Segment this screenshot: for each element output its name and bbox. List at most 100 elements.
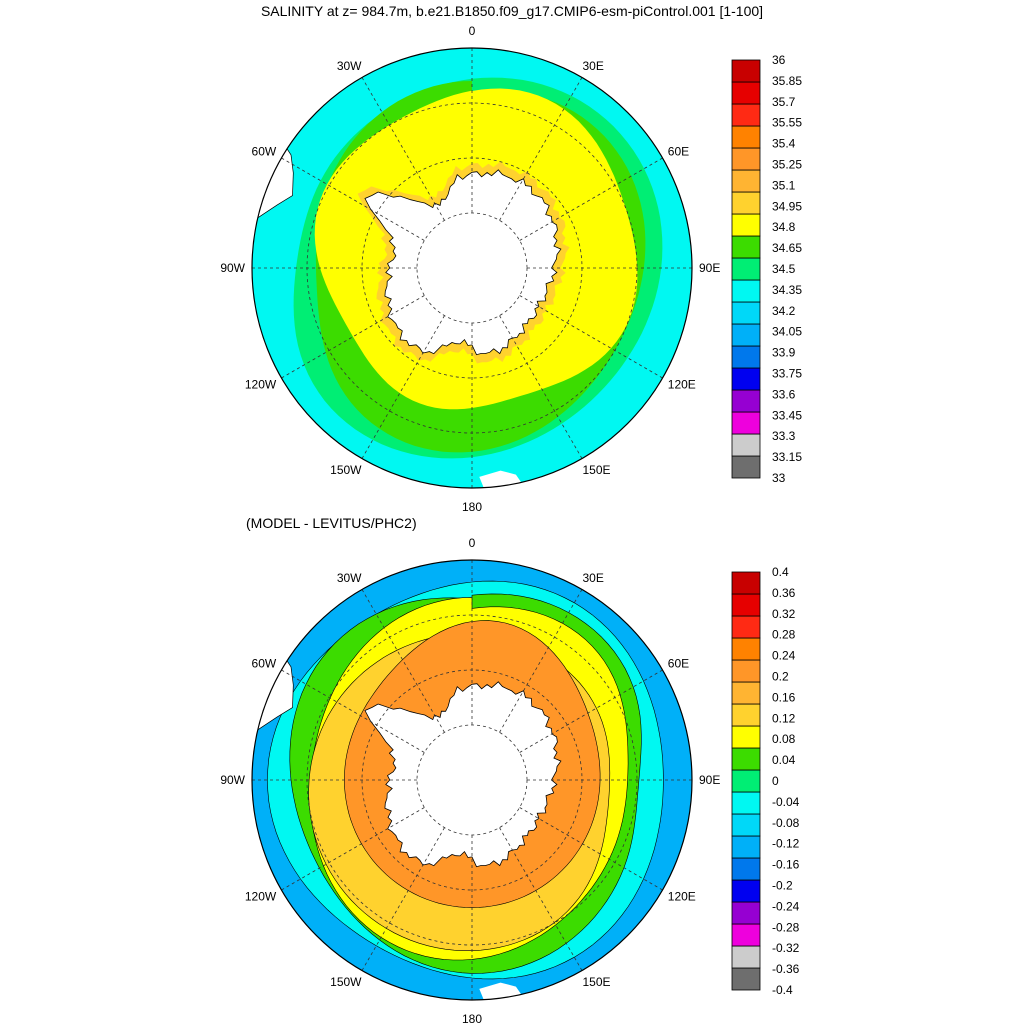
longitude-label: 30W xyxy=(337,571,362,585)
salinity-colorbar-box xyxy=(731,125,761,149)
difference-colorbar-label: -0.12 xyxy=(772,837,800,851)
difference-colorbar-label: 0.24 xyxy=(772,649,796,663)
longitude-label: 30W xyxy=(337,59,362,73)
salinity-colorbar-label: 33 xyxy=(772,471,786,485)
salinity-colorbar-label: 33.9 xyxy=(772,346,796,360)
difference-colorbar-box xyxy=(731,857,761,881)
salinity-colorbar-box xyxy=(731,235,761,259)
salinity-colorbar-label: 34.05 xyxy=(772,325,802,339)
difference-colorbar-label: 0.4 xyxy=(772,565,789,579)
difference-colorbar-box xyxy=(731,901,761,925)
salinity-colorbar-box xyxy=(731,455,761,479)
map-frame xyxy=(251,559,693,1001)
salinity-colorbar-label: 35.4 xyxy=(772,137,796,151)
difference-colorbar-box xyxy=(731,879,761,903)
longitude-label: 0 xyxy=(469,24,476,38)
difference-colorbar-label: 0.04 xyxy=(772,753,796,767)
longitude-label: 120E xyxy=(668,378,696,392)
longitude-label: 90E xyxy=(699,261,720,275)
longitude-label: 150E xyxy=(583,463,611,477)
longitude-label: 90W xyxy=(220,261,245,275)
salinity-colorbar-box xyxy=(731,301,761,325)
difference-colorbar-box xyxy=(731,659,761,683)
difference-colorbar-label: -0.28 xyxy=(772,920,800,934)
longitude-label: 120E xyxy=(668,890,696,904)
salinity-colorbar-label: 33.6 xyxy=(772,387,796,401)
salinity-colorbar-label: 36 xyxy=(772,53,786,67)
difference-colorbar-box xyxy=(731,747,761,771)
salinity-colorbar-box xyxy=(731,213,761,237)
salinity-colorbar-box xyxy=(731,433,761,457)
difference-colorbar-box xyxy=(731,615,761,639)
difference-colorbar-label: -0.2 xyxy=(772,879,793,893)
salinity-colorbar-label: 35.1 xyxy=(772,178,796,192)
difference-colorbar-label: -0.04 xyxy=(772,795,800,809)
map-frame xyxy=(251,47,693,489)
difference-colorbar-box xyxy=(731,945,761,969)
salinity-colorbar-box xyxy=(731,147,761,171)
difference-colorbar-box xyxy=(731,967,761,991)
longitude-label: 150W xyxy=(330,975,362,989)
salinity-colorbar-label: 35.7 xyxy=(772,95,796,109)
salinity-colorbar-box xyxy=(731,257,761,281)
longitude-label: 30E xyxy=(583,59,604,73)
salinity-colorbar-box xyxy=(731,191,761,215)
salinity-colorbar-box xyxy=(731,389,761,413)
salinity-colorbar-box xyxy=(731,323,761,347)
difference-subtitle: (MODEL - LEVITUS/PHC2) xyxy=(246,515,417,531)
salinity-colorbar-box xyxy=(731,59,761,83)
difference-colorbar-label: 0.32 xyxy=(772,607,796,621)
salinity-colorbar-label: 35.55 xyxy=(772,116,802,130)
difference-colorbar-box xyxy=(731,593,761,617)
difference-map-panel: 0 30E 60E 90E 120E 150E 180 150W 120W 90W 60W 30W -… xyxy=(220,536,800,1024)
salinity-colorbar-box xyxy=(731,411,761,435)
salinity-colorbar-label: 34.2 xyxy=(772,304,796,318)
difference-colorbar-box xyxy=(731,835,761,859)
longitude-label: 60W xyxy=(252,657,277,671)
salinity-colorbar-label: 34.65 xyxy=(772,241,802,255)
longitude-label: 90E xyxy=(699,773,720,787)
longitude-label: 30E xyxy=(583,571,604,585)
longitude-label: 60W xyxy=(252,145,277,159)
difference-colorbar-label: -0.24 xyxy=(772,899,800,913)
main-title: SALINITY at z= 984.7m, b.e21.B1850.f09_g… xyxy=(260,3,764,19)
difference-colorbar-box xyxy=(731,703,761,727)
difference-colorbar-label: -0.4 xyxy=(772,983,793,997)
difference-colorbar-box xyxy=(731,571,761,595)
salinity-colorbar-box xyxy=(731,81,761,105)
difference-colorbar-box xyxy=(731,725,761,749)
difference-colorbar-label: 0 xyxy=(772,774,779,788)
difference-colorbar-label: -0.08 xyxy=(772,816,800,830)
difference-colorbar-box xyxy=(731,769,761,793)
longitude-label: 180 xyxy=(462,500,482,512)
salinity-colorbar-label: 33.3 xyxy=(772,429,796,443)
difference-colorbar-label: -0.36 xyxy=(772,962,800,976)
difference-colorbar: -0.4 -0.36 -0.32 -0.28 -0.24 -0.2 -0.16 -0.12 -0… xyxy=(731,565,800,997)
salinity-colorbar-box xyxy=(731,169,761,193)
salinity-colorbar-label: 35.85 xyxy=(772,74,802,88)
difference-colorbar-box xyxy=(731,637,761,661)
salinity-colorbar: 33 33.15 33.3 33.45 33.6 33.75 33.9 34.05 34.2 34… xyxy=(731,53,802,485)
difference-colorbar-label: -0.16 xyxy=(772,858,800,872)
difference-colorbar-label: 0.2 xyxy=(772,670,789,684)
difference-colorbar-box xyxy=(731,681,761,705)
difference-colorbar-label: 0.28 xyxy=(772,628,796,642)
salinity-map-panel: 0 30E 60E 90E 120E 150E 180 150W 120W 90W 60W 30W 3… xyxy=(220,24,802,512)
difference-colorbar-box xyxy=(731,813,761,837)
longitude-label: 0 xyxy=(469,536,476,550)
difference-colorbar-label: 0.08 xyxy=(772,732,796,746)
new-zealand-land xyxy=(479,470,528,488)
difference-colorbar-label: 0.12 xyxy=(772,711,796,725)
salinity-colorbar-box xyxy=(731,367,761,391)
longitude-label: 120W xyxy=(245,378,277,392)
difference-colorbar-label: 0.16 xyxy=(772,690,796,704)
salinity-colorbar-box xyxy=(731,345,761,369)
salinity-colorbar-label: 34.5 xyxy=(772,262,796,276)
longitude-label: 180 xyxy=(462,1012,482,1024)
salinity-polar-map: 0 30E 60E 90E 120E 150E 180 150W 120W 90W 60W 30W xyxy=(220,24,720,512)
salinity-colorbar-box xyxy=(731,103,761,127)
salinity-colorbar-label: 34.95 xyxy=(772,199,802,213)
longitude-label: 120W xyxy=(245,890,277,904)
salinity-colorbar-label: 35.25 xyxy=(772,158,802,172)
